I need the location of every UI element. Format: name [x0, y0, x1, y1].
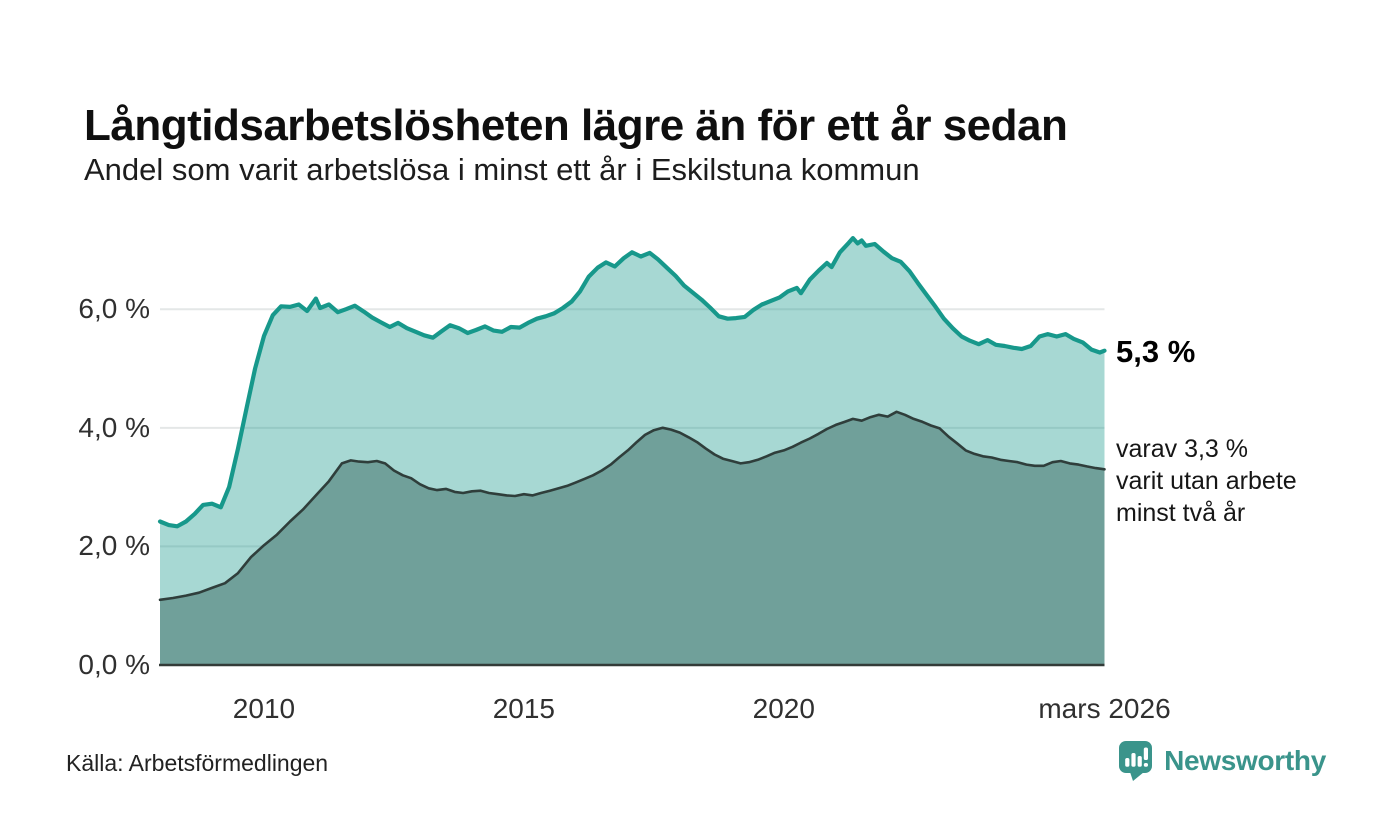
- annotation-latest-total: 5,3 %: [1116, 334, 1196, 369]
- page-subtitle: Andel som varit arbetslösa i minst ett å…: [84, 152, 920, 187]
- y-tick-label: 4,0 %: [78, 411, 150, 443]
- newsworthy-logo[interactable]: Newsworthy: [1118, 740, 1326, 781]
- newsworthy-logo-text: Newsworthy: [1164, 744, 1326, 776]
- source-note: Källa: Arbetsförmedlingen: [66, 750, 329, 776]
- x-tick-label: 2020: [752, 693, 815, 724]
- x-tick-label: 2010: [232, 693, 296, 724]
- x-tick-label: 2015: [492, 693, 556, 724]
- annotation-two-year: varav 3,3 % varit utan arbete minst två …: [1116, 435, 1297, 527]
- newsworthy-logo-icon: [1119, 741, 1153, 781]
- page-title: Långtidsarbetslösheten lägre än för ett …: [84, 101, 1068, 151]
- y-tick-label: 2,0 %: [78, 530, 150, 562]
- y-tick-label: 0,0 %: [78, 649, 150, 680]
- y-tick-label: 6,0 %: [78, 293, 150, 325]
- x-tick-label: mars 2026: [1038, 693, 1171, 724]
